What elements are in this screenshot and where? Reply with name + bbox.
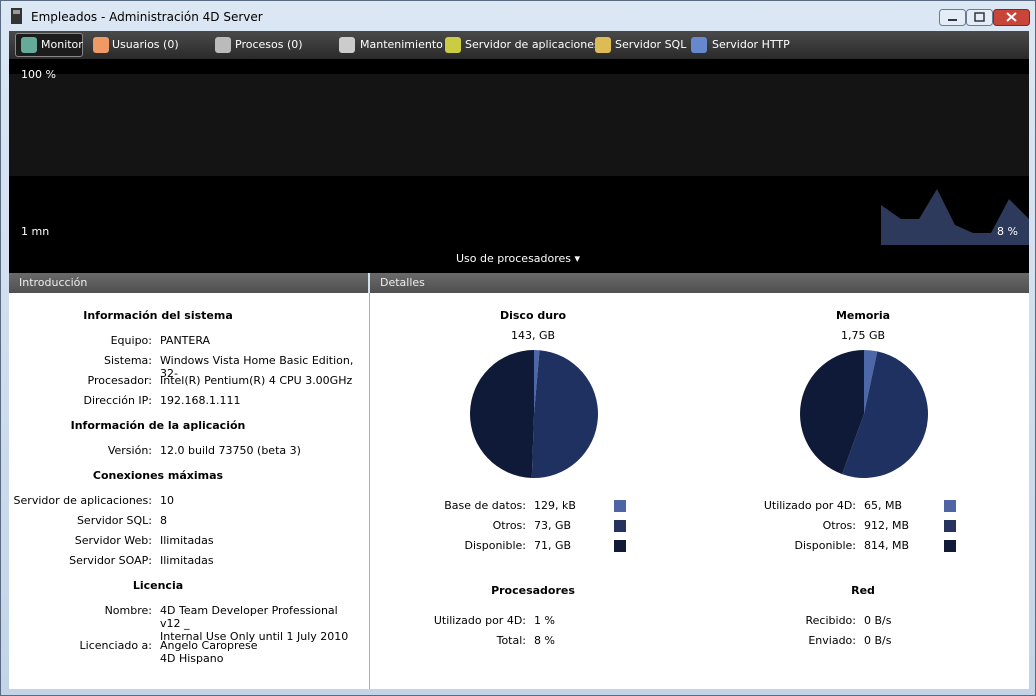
- pies: [469, 350, 928, 478]
- field-value: 10: [160, 494, 174, 507]
- field-label: Utilizado por 4D:: [433, 614, 526, 627]
- tab-icon: [93, 37, 109, 53]
- section-heading: Información del sistema: [83, 309, 233, 322]
- selector-text: Uso de procesadores: [456, 252, 572, 265]
- section-heading: Información de la aplicación: [70, 419, 246, 432]
- section-heading: Conexiones máximas: [92, 469, 224, 482]
- legend-label: Disponible:: [794, 539, 856, 552]
- field-label: Nombre:: [104, 604, 152, 617]
- field-label: Licenciado a:: [79, 639, 152, 652]
- tab[interactable]: Usuarios (0): [112, 38, 179, 51]
- pie-slice: [842, 351, 928, 478]
- content: Información del sistema Equipo: PANTERA Sis…: [9, 293, 1029, 689]
- field-label: Total:: [496, 634, 526, 647]
- section-header: Introducción: [9, 273, 368, 293]
- max-label: 100 %: [21, 68, 56, 81]
- divider: [369, 293, 370, 689]
- pie-slice: [799, 350, 864, 475]
- field-value: 12.0 build 73750 (beta 3): [160, 444, 301, 457]
- legend-swatch: [944, 500, 956, 512]
- cpu-graph: [881, 189, 1029, 245]
- field-value: 8 %: [534, 634, 555, 647]
- field-value: PANTERA: [160, 334, 211, 347]
- legend-label: Disponible:: [464, 539, 526, 552]
- field-label: Equipo:: [110, 334, 152, 347]
- legend-value: 73, GB: [534, 519, 572, 532]
- field-label: Sistema:: [103, 354, 152, 367]
- window-title: Empleados - Administración 4D Server: [31, 10, 263, 24]
- panel-total: 1,75 GB: [840, 329, 886, 342]
- panel-heading: Disco duro: [499, 309, 567, 322]
- tab[interactable]: Servidor SQL: [615, 38, 687, 51]
- field-label: Dirección IP:: [83, 394, 152, 407]
- legend-label: Utilizado por 4D:: [763, 499, 856, 512]
- tab-icon: [445, 37, 461, 53]
- section-heading: Licencia: [132, 579, 184, 592]
- tab[interactable]: Monitor: [41, 38, 83, 51]
- field-value: 0 B/s: [864, 634, 892, 647]
- legend-value: 129, kB: [534, 499, 576, 512]
- tab[interactable]: Servidor de aplicaciones: [465, 38, 600, 51]
- graph-selector[interactable]: Uso de procesadores ▾: [456, 252, 581, 265]
- time-label: 1 mn: [21, 225, 50, 238]
- pie-slice: [534, 350, 540, 414]
- field-value: Intel(R) Pentium(R) 4 CPU 3.00GHz: [160, 374, 353, 387]
- field-value: 8: [160, 514, 167, 527]
- tab-icon: [691, 37, 707, 53]
- field-value: 1 %: [534, 614, 555, 627]
- panel-heading: Memoria: [835, 309, 891, 322]
- tab[interactable]: Servidor HTTP: [712, 38, 790, 51]
- toolbar: Monitor Usuarios (0) Procesos (0) Mantenimi…: [9, 31, 1029, 59]
- current-label: 8 %: [997, 225, 1018, 238]
- minimize-button[interactable]: [939, 9, 966, 26]
- field-value: Ilimitadas: [160, 534, 214, 547]
- pie-slice: [469, 350, 534, 478]
- field-label: Servidor de aplicaciones:: [13, 494, 152, 507]
- legend-swatch: [614, 540, 626, 552]
- tab[interactable]: Procesos (0): [235, 38, 303, 51]
- pie-slice: [531, 350, 598, 478]
- legend-swatch: [944, 540, 956, 552]
- field-label: Servidor SOAP:: [69, 554, 152, 567]
- legend-value: 65, MB: [864, 499, 903, 512]
- tab-icon: [21, 37, 37, 53]
- tab-icon: [595, 37, 611, 53]
- panel-total: 143, GB: [510, 329, 556, 342]
- legend-label: Otros:: [492, 519, 526, 532]
- field-value: 4D Team Developer Professional v12 _ Int…: [160, 604, 349, 643]
- legend-value: 912, MB: [864, 519, 910, 532]
- field-value: 0 B/s: [864, 614, 892, 627]
- graph-band: [9, 74, 1029, 176]
- legend-label: Otros:: [822, 519, 856, 532]
- app-icon: [11, 8, 22, 24]
- legend-swatch: [944, 520, 956, 532]
- panel-heading: Procesadores: [491, 584, 575, 597]
- maximize-button[interactable]: [966, 9, 993, 26]
- panel-heading: Red: [851, 584, 875, 597]
- tab-icon: [339, 37, 355, 53]
- legend-label: Base de datos:: [444, 499, 526, 512]
- tab-icon: [215, 37, 231, 53]
- pie-slice: [864, 350, 878, 414]
- field-label: Servidor Web:: [74, 534, 152, 547]
- field-value: Ilimitadas: [160, 554, 214, 567]
- field-value: Angelo Caroprese 4D Hispano: [160, 639, 258, 665]
- section-header: Detalles: [370, 273, 1029, 293]
- field-label: Procesador:: [87, 374, 153, 387]
- field-value: Windows Vista Home Basic Edition, 32-: [160, 354, 354, 380]
- legend-swatch: [614, 500, 626, 512]
- monitor-panel: 100 % 1 mn 8 % Uso de procesadores ▾: [9, 59, 1029, 273]
- window-buttons: [939, 9, 1030, 26]
- legend-swatch: [614, 520, 626, 532]
- legend-value: 814, MB: [864, 539, 910, 552]
- field-label: Versión:: [107, 444, 152, 457]
- field-label: Enviado:: [808, 634, 856, 647]
- field-label: Servidor SQL:: [76, 514, 152, 527]
- field-value: 192.168.1.111: [160, 394, 241, 407]
- tab[interactable]: Mantenimiento: [360, 38, 443, 51]
- field-label: Recibido:: [805, 614, 856, 627]
- legend-value: 71, GB: [534, 539, 572, 552]
